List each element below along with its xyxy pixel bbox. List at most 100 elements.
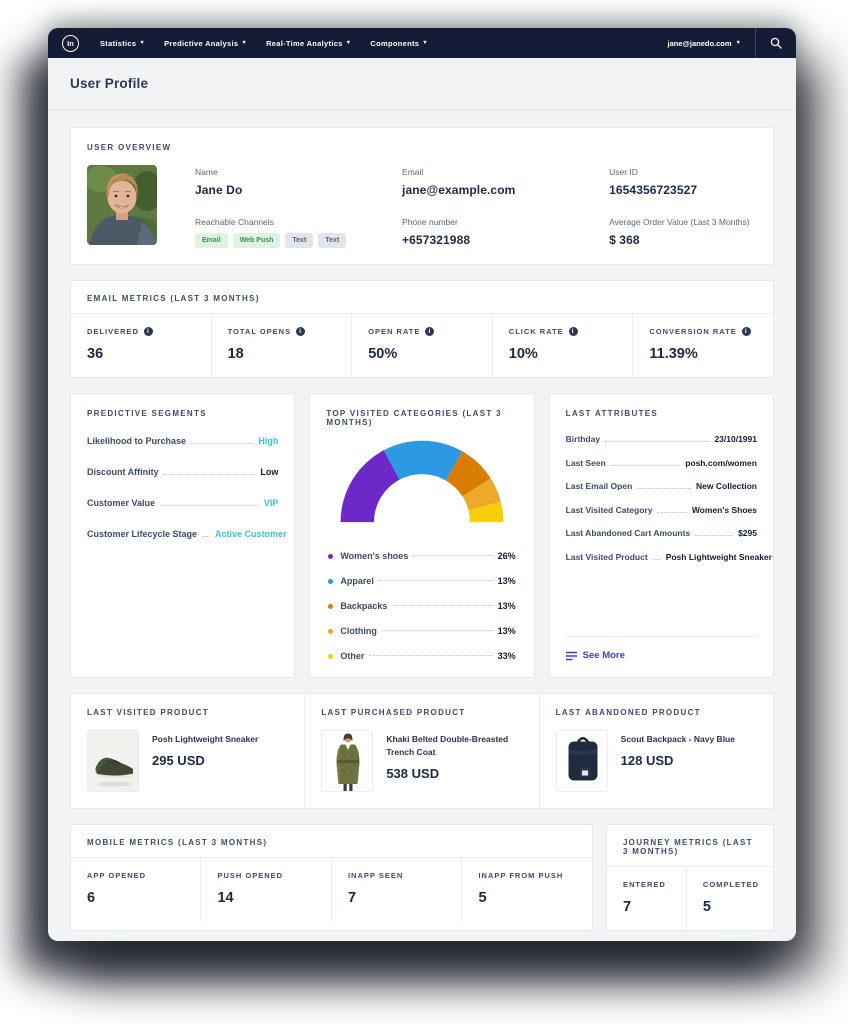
product-image [555, 730, 608, 792]
bottom-row: MOBILE METRICS (LAST 3 MONTHS) APP OPENE… [70, 824, 774, 931]
nav-menu: Statistics ▼ Predictive Analysis ▼ Real-… [100, 39, 428, 48]
page-title: User Profile [70, 76, 149, 91]
insider-logo[interactable]: In [62, 34, 79, 52]
metric-label: APP OPENED [87, 871, 147, 880]
field-label: User ID [609, 167, 638, 177]
attribute-value: posh.com/women [685, 457, 757, 468]
legend-value: 33% [497, 651, 516, 661]
card-title: PREDICTIVE SEGMENTS [87, 409, 207, 418]
info-icon[interactable]: i [425, 327, 435, 336]
app-window: In Statistics ▼ Predictive Analysis ▼ Re… [48, 28, 796, 941]
metric-value: 11.39% [649, 346, 698, 362]
product-price: 295 USD [152, 753, 205, 769]
product-name: Scout Backpack - Navy Blue [620, 734, 735, 744]
card-title: LAST PURCHASED PRODUCT [321, 708, 466, 717]
product-image [87, 730, 139, 792]
product-name: Posh Lightweight Sneaker [152, 734, 259, 744]
search-icon [770, 37, 782, 49]
product-cell: LAST PURCHASED PRODUCT Khaki Belted Doub… [304, 694, 538, 808]
segment-row: Discount Affinity Low [87, 467, 278, 477]
field-value: +657321988 [402, 233, 471, 247]
products-card: LAST VISITED PRODUCT Posh Lightweight Sn… [70, 693, 774, 809]
product-cell: LAST ABANDONED PRODUCT Scout Backpack - … [538, 694, 773, 808]
segment-row: Customer Value VIP [87, 498, 278, 508]
info-icon[interactable]: i [741, 327, 751, 336]
dotted-leader [163, 474, 256, 475]
see-more-label: See More [582, 650, 625, 661]
sneaker-image [88, 731, 138, 791]
card-title: JOURNEY METRICS (LAST 3 MONTHS) [622, 838, 753, 856]
nav-menu-item[interactable]: Predictive Analysis ▼ [164, 39, 247, 48]
nav-menu-item[interactable]: Components ▼ [370, 39, 428, 48]
info-icon[interactable]: i [296, 327, 306, 336]
legend-value: 26% [497, 551, 516, 561]
account-menu[interactable]: jane@janedo.com ▼ [654, 39, 755, 48]
field-email: Email jane@example.com [402, 167, 609, 197]
segment-value: High [258, 436, 279, 446]
donut-segment [468, 501, 504, 523]
half-donut-chart [340, 440, 504, 523]
attribute-row: Last Seen posh.com/women [566, 458, 757, 468]
metric-cell: INAPP SEEN 7 [330, 858, 461, 921]
field-average-order-value: Average Order Value (Last 3 Months) $ 36… [609, 217, 757, 248]
segment-rows: Likelihood to Purchase High Discount Aff… [87, 436, 287, 539]
field-phone: Phone number +657321988 [402, 217, 609, 248]
list-icon [565, 651, 577, 660]
field-label: Name [195, 167, 218, 177]
field-label: Email [402, 167, 424, 177]
info-icon[interactable]: i [568, 327, 578, 336]
legend-dot [328, 578, 334, 584]
overview-fields: Name Jane Do Email jane@example.com User… [195, 165, 757, 248]
attribute-label: Birthday [565, 434, 601, 444]
metric-cell: CONVERSION RATE i 11.39% [632, 314, 773, 377]
attribute-label: Last Email Open [565, 481, 633, 491]
dotted-leader [652, 558, 661, 560]
segment-value: Low [260, 467, 279, 477]
attribute-value: 23/10/1991 [714, 434, 757, 444]
segment-label: Discount Affinity [87, 467, 159, 477]
legend-value: 13% [497, 626, 516, 636]
attribute-row: Last Abandoned Cart Amounts $295 [566, 528, 757, 538]
metric-label: INAPP FROM PUSH [478, 871, 564, 880]
email-metrics-card: EMAIL METRICS (LAST 3 MONTHS) DELIVERED … [70, 280, 774, 378]
dotted-leader [191, 443, 254, 444]
navbar-divider [755, 28, 756, 58]
attribute-label: Last Visited Product [565, 551, 648, 562]
see-more-link[interactable]: See More [565, 636, 757, 661]
dotted-leader [378, 579, 493, 581]
legend-row: Women's shoes 26% [328, 551, 516, 561]
card-title: LAST VISITED PRODUCT [87, 708, 210, 717]
predictive-segments-card: PREDICTIVE SEGMENTS Likelihood to Purcha… [70, 393, 296, 678]
channel-badge: Web Push [232, 233, 281, 248]
metric-value: 10% [508, 346, 538, 362]
last-attributes-card: LAST ATTRIBUTES Birthday 23/10/1991 Last… [548, 393, 774, 678]
channel-badge: Text [318, 233, 347, 248]
nav-menu-item[interactable]: Real-Time Analytics ▼ [266, 39, 351, 48]
journey-metrics-card: JOURNEY METRICS (LAST 3 MONTHS) ENTERED … [605, 824, 774, 931]
legend-dot [328, 653, 334, 659]
legend-label: Apparel [340, 576, 374, 586]
card-title: MOBILE METRICS (LAST 3 MONTHS) [87, 838, 268, 847]
metric-cell: DELIVERED i 36 [71, 314, 211, 377]
attribute-value: $295 [738, 528, 757, 538]
chevron-down-icon: ▼ [139, 39, 146, 46]
card-title: LAST ATTRIBUTES [565, 409, 659, 418]
info-icon[interactable]: i [143, 327, 153, 336]
attribute-row: Last Visited Category Women's Shoes [566, 505, 757, 515]
dotted-leader [369, 654, 493, 656]
metric-label: ENTERED [622, 880, 666, 889]
attribute-rows: Birthday 23/10/1991 Last Seen posh.com/w… [565, 434, 772, 562]
metric-value: 7 [347, 890, 357, 906]
metric-cell: TOTAL OPENS i 18 [210, 314, 352, 377]
account-email: jane@janedo.com [667, 38, 732, 48]
legend-row: Clothing 13% [328, 626, 516, 636]
channel-badge: Text [285, 233, 314, 248]
donut-segment [462, 478, 502, 511]
search-button[interactable] [756, 28, 796, 58]
product-name: Khaki Belted Double-Breasted Trench Coat [386, 734, 509, 758]
metric-value: 14 [217, 890, 234, 906]
field-name: Name Jane Do [195, 167, 402, 197]
field-label: Phone number [402, 217, 458, 227]
metric-cell: COMPLETED 5 [685, 867, 773, 930]
nav-menu-item[interactable]: Statistics ▼ [100, 39, 145, 48]
